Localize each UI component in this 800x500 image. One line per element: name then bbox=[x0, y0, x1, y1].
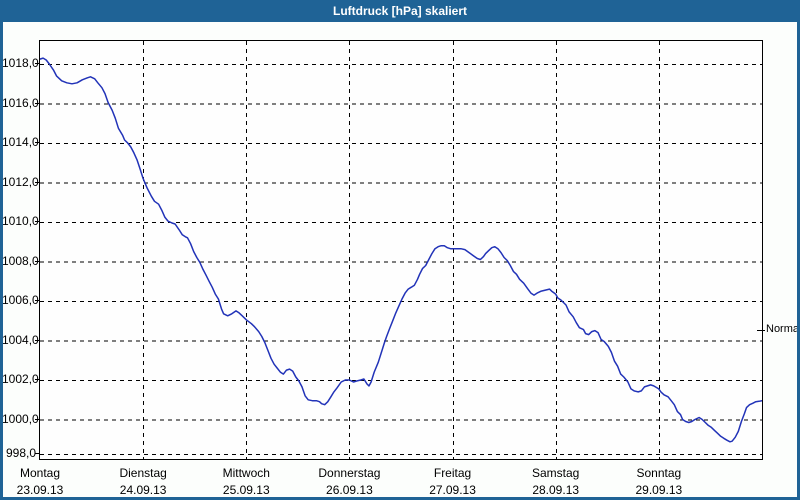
window-titlebar[interactable]: Luftdruck [hPa] skaliert bbox=[3, 0, 797, 22]
y-axis-tick bbox=[35, 339, 40, 341]
y-tick-label: 1016,0 bbox=[2, 95, 39, 110]
y-axis-tick bbox=[35, 418, 40, 420]
y-axis-tick bbox=[35, 142, 40, 143]
day-date-label: 25.09.13 bbox=[222, 483, 270, 497]
y-tick-label: 1004,0 bbox=[2, 332, 39, 347]
day-date-label: 24.09.13 bbox=[119, 483, 167, 497]
y-axis-tick bbox=[35, 260, 40, 262]
day-name-label: Freitag bbox=[433, 466, 472, 480]
y-tick-label: 1014,0 bbox=[2, 135, 39, 149]
y-tick-label: 1002,0 bbox=[2, 372, 39, 386]
day-name-label: Montag bbox=[19, 466, 61, 480]
normal-marker-label: Normal bbox=[766, 322, 800, 335]
y-tick-label: 1006,0 bbox=[2, 293, 39, 307]
day-name-label: Donnerstag bbox=[318, 466, 381, 480]
y-tick-label: 1000,0 bbox=[2, 411, 39, 426]
day-date-label: 29.09.13 bbox=[635, 483, 683, 497]
chart-canvas: hPa 1018,01016,01014,01012,01010,01008,0… bbox=[3, 22, 797, 497]
pressure-line bbox=[40, 57, 762, 443]
normal-marker-tick bbox=[757, 329, 765, 331]
y-tick-label: 1010,0 bbox=[2, 214, 39, 228]
day-name-label: Samstag bbox=[532, 466, 580, 480]
day-name-label: Sonntag bbox=[636, 466, 682, 480]
y-tick-label: 1018,0 bbox=[2, 56, 39, 70]
window-title: Luftdruck [hPa] skaliert bbox=[332, 4, 468, 18]
day-name-label: Dienstag bbox=[119, 466, 167, 480]
day-name-label: Mittwoch bbox=[222, 466, 270, 480]
y-axis-tick bbox=[35, 102, 40, 104]
y-axis-tick bbox=[35, 379, 40, 380]
y-axis-tick bbox=[35, 300, 40, 301]
day-date-label: 28.09.13 bbox=[532, 483, 580, 497]
day-date-label: 23.09.13 bbox=[16, 483, 64, 497]
y-tick-label: 1012,0 bbox=[2, 174, 39, 189]
y-tick-label: 1008,0 bbox=[2, 253, 39, 268]
day-date-label: 26.09.13 bbox=[326, 483, 373, 497]
y-tick-label: 998,0 bbox=[5, 446, 36, 460]
pressure-chart-svg bbox=[40, 41, 762, 459]
y-axis-tick bbox=[35, 453, 40, 454]
y-axis-tick bbox=[35, 181, 40, 183]
y-axis-tick bbox=[35, 221, 40, 222]
y-axis-tick bbox=[35, 63, 40, 64]
day-date-label: 27.09.13 bbox=[429, 483, 476, 497]
plot-area bbox=[39, 40, 763, 460]
